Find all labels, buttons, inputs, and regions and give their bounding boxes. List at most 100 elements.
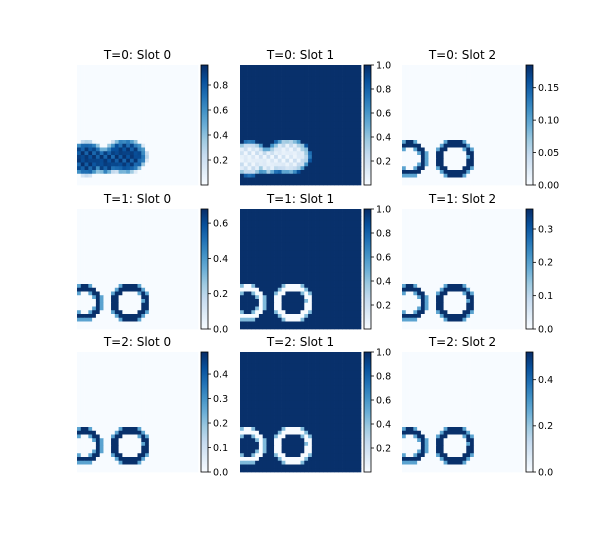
heatmap-cell bbox=[182, 136, 188, 141]
heatmap-cell bbox=[424, 170, 429, 175]
heatmap-cell bbox=[190, 284, 195, 289]
heatmap-cell bbox=[353, 158, 358, 163]
heatmap-cell bbox=[95, 83, 101, 88]
heatmap-cell bbox=[296, 242, 301, 247]
heatmap-cell bbox=[156, 91, 161, 96]
heatmap-cell bbox=[470, 140, 475, 145]
heatmap-cell bbox=[111, 227, 116, 232]
heatmap-cell bbox=[122, 325, 127, 330]
heatmap-cell bbox=[515, 151, 520, 156]
heatmap-cell bbox=[126, 110, 131, 115]
heatmap-cell bbox=[345, 231, 351, 236]
heatmap-cell bbox=[163, 276, 169, 281]
heatmap-cell bbox=[420, 80, 426, 85]
heatmap-cell bbox=[122, 272, 127, 277]
heatmap-cell bbox=[194, 113, 199, 118]
heatmap-cell bbox=[145, 128, 150, 133]
heatmap-cell bbox=[454, 76, 460, 81]
heatmap-cell bbox=[129, 269, 135, 274]
heatmap-cell bbox=[163, 239, 169, 244]
heatmap-cell bbox=[77, 280, 82, 285]
heatmap-cell bbox=[133, 276, 138, 281]
heatmap-cell bbox=[266, 80, 271, 85]
heatmap-cell bbox=[137, 110, 142, 115]
heatmap-cell bbox=[500, 110, 505, 115]
heatmap-cell bbox=[262, 117, 267, 122]
heatmap-cell bbox=[405, 72, 410, 77]
heatmap-cell bbox=[114, 239, 119, 244]
heatmap-cell bbox=[95, 173, 101, 178]
heatmap-cell bbox=[163, 265, 169, 270]
heatmap-cell bbox=[126, 310, 131, 315]
heatmap-cell bbox=[163, 98, 169, 103]
heatmap-cell bbox=[190, 276, 195, 281]
heatmap-cell bbox=[274, 98, 279, 103]
heatmap-cell bbox=[163, 272, 169, 277]
heatmap-cell bbox=[251, 250, 256, 255]
heatmap-cell bbox=[190, 212, 195, 217]
heatmap-cell bbox=[77, 209, 82, 214]
heatmap-cell bbox=[342, 224, 347, 229]
heatmap-cell bbox=[163, 95, 169, 100]
colorbar-segment bbox=[201, 67, 208, 70]
heatmap-cell bbox=[292, 125, 298, 130]
heatmap-cell bbox=[255, 257, 260, 262]
heatmap-cell bbox=[289, 227, 294, 232]
heatmap-cell bbox=[424, 98, 429, 103]
heatmap-cell bbox=[255, 170, 260, 175]
heatmap-cell bbox=[485, 117, 490, 122]
heatmap-cell bbox=[133, 272, 138, 277]
heatmap-cell bbox=[470, 68, 475, 73]
heatmap-cell bbox=[84, 65, 89, 70]
heatmap-cell bbox=[114, 265, 119, 270]
heatmap-cell bbox=[148, 65, 153, 70]
heatmap-cell bbox=[152, 291, 157, 296]
heatmap-cell bbox=[126, 261, 131, 266]
heatmap-cell bbox=[439, 106, 444, 111]
heatmap-cell bbox=[289, 212, 294, 217]
heatmap-cell bbox=[80, 158, 85, 163]
heatmap-cell bbox=[330, 83, 335, 88]
heatmap-cell bbox=[152, 83, 157, 88]
heatmap-cell bbox=[311, 143, 316, 148]
heatmap-cell bbox=[194, 166, 199, 171]
heatmap-cell bbox=[289, 170, 294, 175]
colorbar-segment bbox=[526, 123, 533, 126]
heatmap-cell bbox=[439, 170, 444, 175]
heatmap-cell bbox=[304, 224, 309, 229]
heatmap-cell bbox=[163, 132, 169, 137]
heatmap-cell bbox=[323, 147, 328, 152]
heatmap-cell bbox=[308, 231, 313, 236]
heatmap-cell bbox=[92, 220, 97, 225]
heatmap-cell bbox=[163, 231, 169, 236]
heatmap-cell bbox=[258, 261, 264, 266]
heatmap-cell bbox=[77, 147, 82, 152]
heatmap-cell bbox=[122, 173, 127, 178]
heatmap-cell bbox=[281, 220, 286, 225]
heatmap-cell bbox=[114, 143, 119, 148]
heatmap-cell bbox=[485, 143, 490, 148]
heatmap-cell bbox=[118, 177, 123, 182]
heatmap-cell bbox=[274, 212, 279, 217]
heatmap-cell bbox=[186, 287, 191, 292]
heatmap-cell bbox=[466, 72, 471, 77]
heatmap-cell bbox=[186, 68, 191, 73]
heatmap-cell bbox=[289, 246, 294, 251]
heatmap-cell bbox=[156, 227, 161, 232]
heatmap-cell bbox=[436, 68, 441, 73]
heatmap-cell bbox=[300, 132, 305, 137]
heatmap-cell bbox=[311, 65, 316, 70]
heatmap-cell bbox=[160, 295, 165, 300]
heatmap-cell bbox=[447, 83, 452, 88]
heatmap-cell bbox=[266, 220, 271, 225]
heatmap-cell bbox=[240, 261, 245, 266]
heatmap-cell bbox=[417, 155, 422, 160]
heatmap-cell bbox=[326, 91, 332, 96]
heatmap-cell bbox=[255, 254, 260, 259]
heatmap-cell bbox=[122, 162, 127, 167]
heatmap-cell bbox=[84, 128, 89, 133]
heatmap-cell bbox=[285, 76, 290, 81]
heatmap-cell bbox=[349, 173, 354, 178]
heatmap-cell bbox=[338, 155, 343, 160]
heatmap-cell bbox=[129, 276, 135, 281]
